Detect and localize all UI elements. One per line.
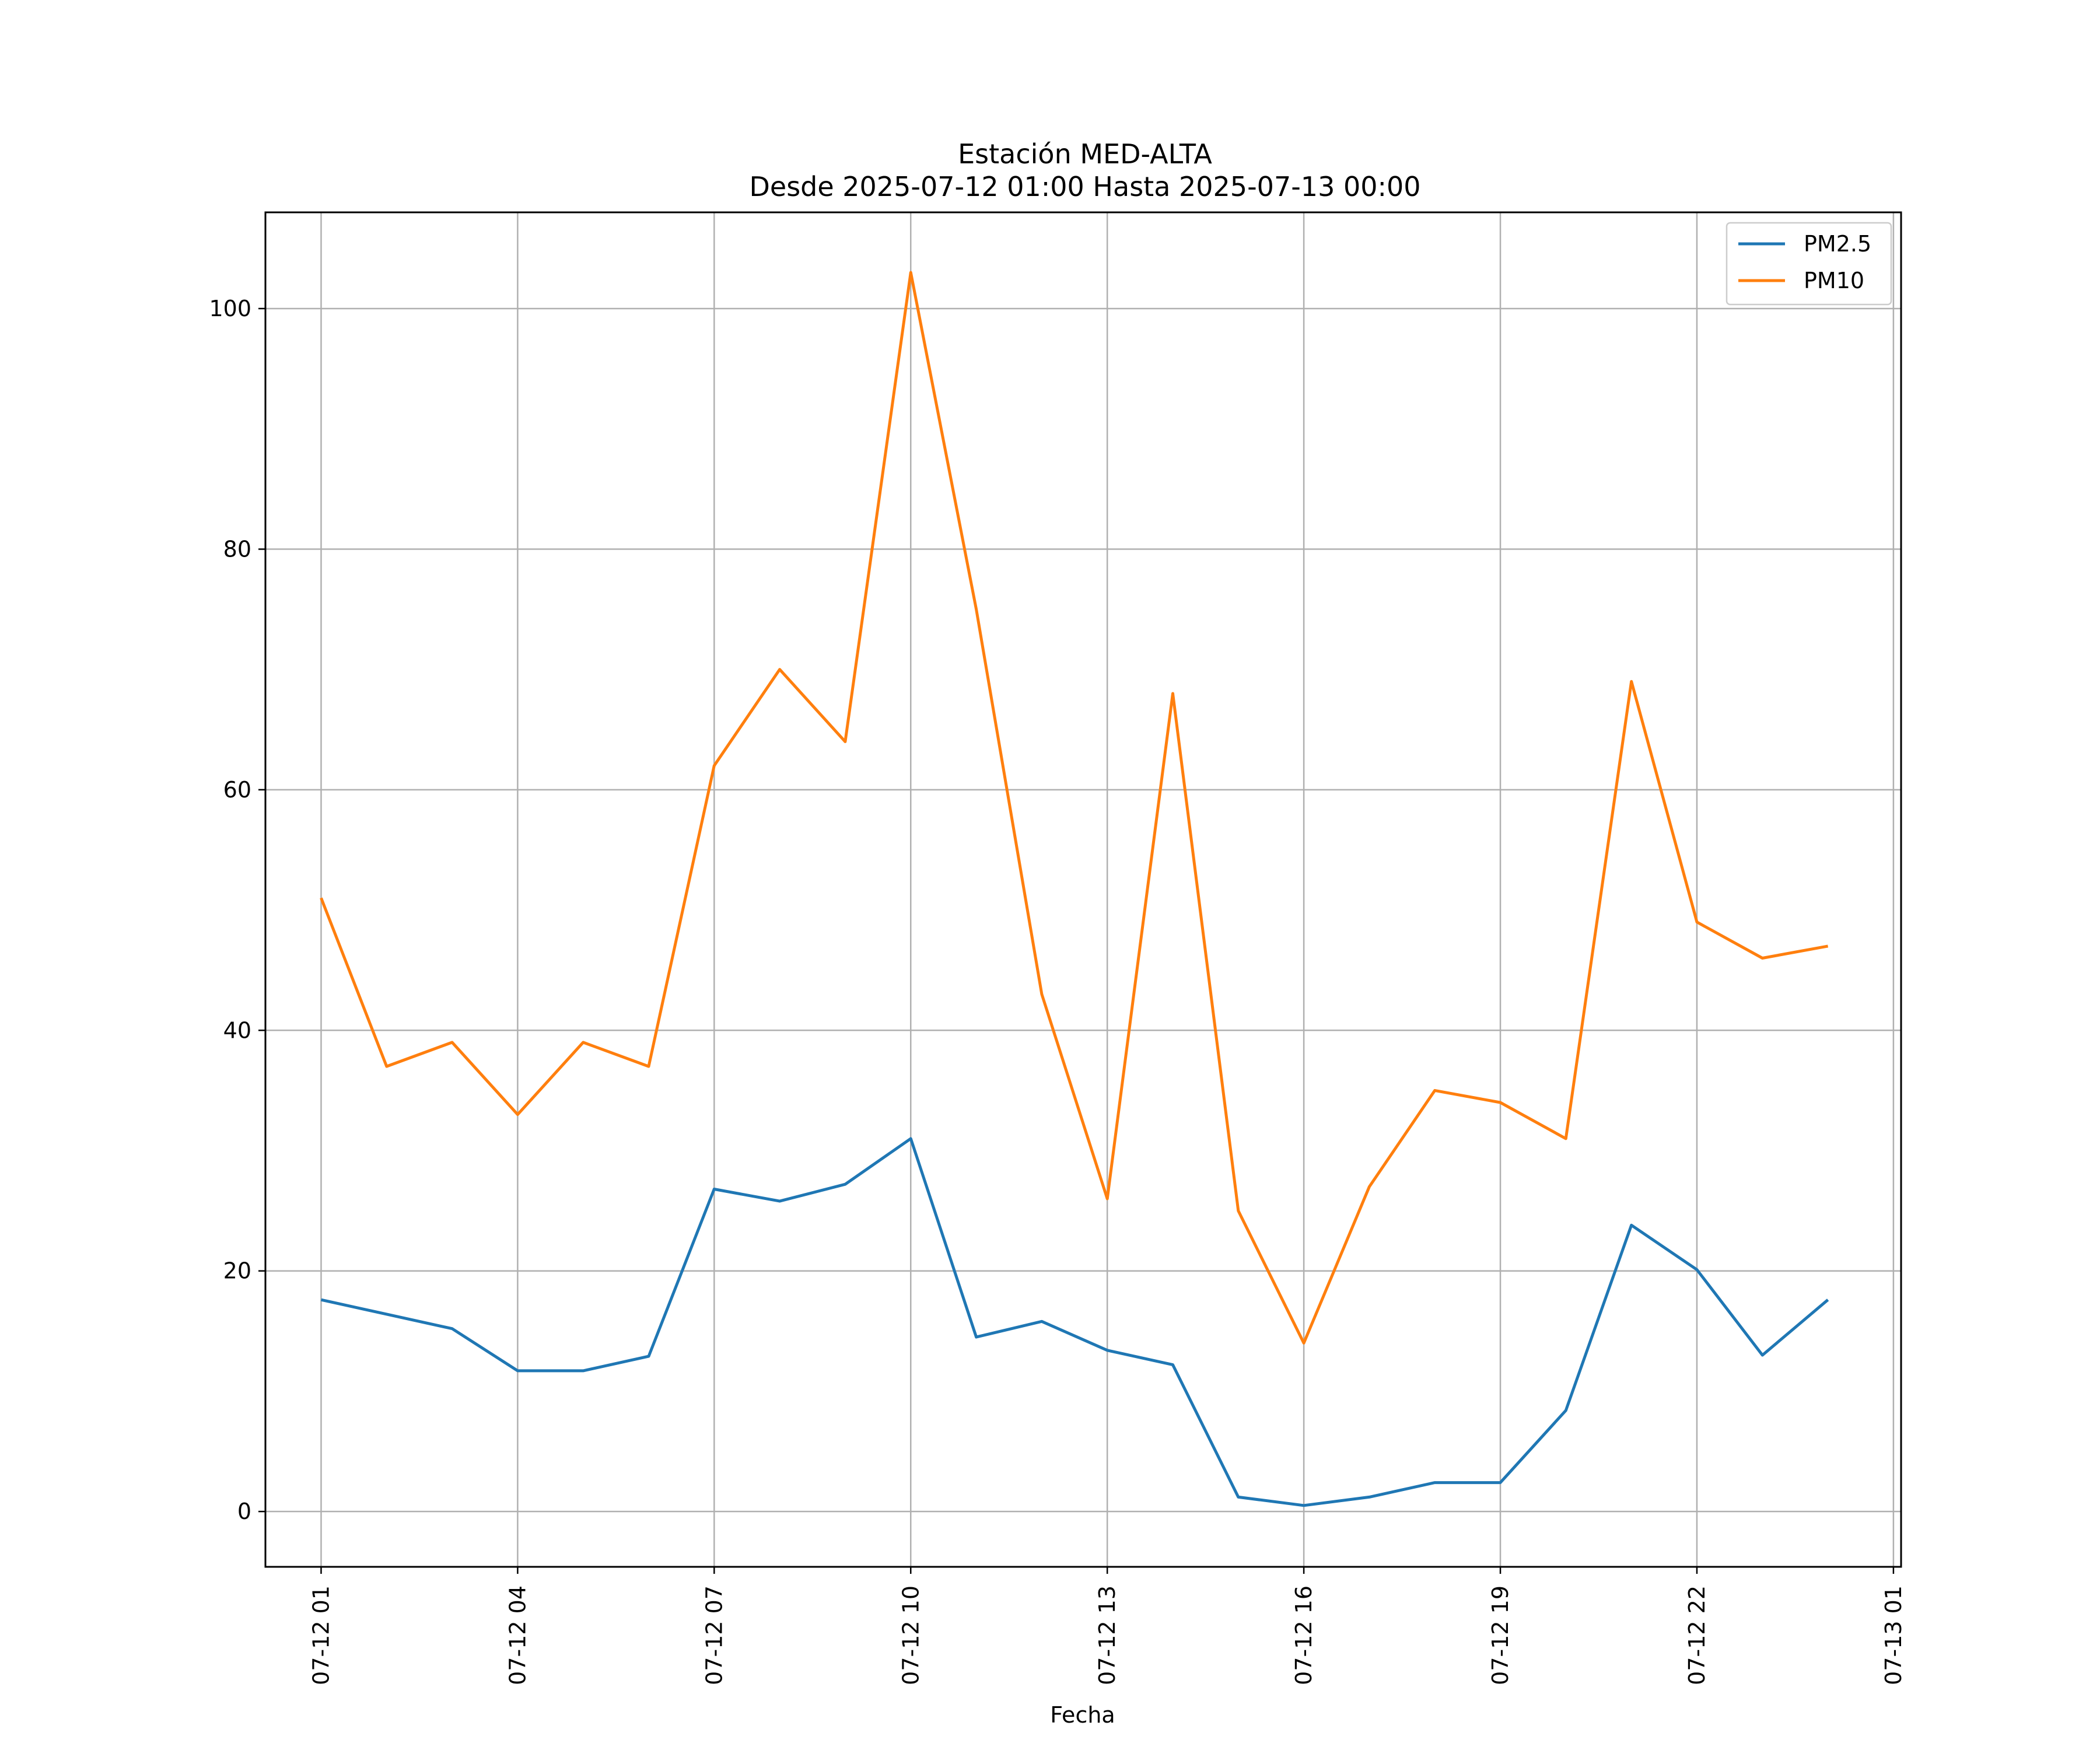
y-tick-label: 80 bbox=[223, 536, 251, 562]
x-axis-label: Fecha bbox=[1050, 1702, 1115, 1728]
legend: PM2.5 PM10 bbox=[1726, 222, 1892, 306]
x-tick-label: 07-12 01 bbox=[308, 1586, 334, 1685]
x-axis-ticks: 07-12 01 07-12 04 07-12 07 07-12 10 07-12 13… bbox=[308, 1567, 1906, 1685]
x-tick-label: 07-12 13 bbox=[1094, 1586, 1120, 1685]
series-line-pm10 bbox=[320, 271, 1829, 1345]
y-axis-ticks: 0 20 40 60 80 100 bbox=[209, 296, 265, 1524]
legend-label-pm25: PM2.5 bbox=[1804, 231, 1871, 257]
y-tick-label: 40 bbox=[223, 1017, 251, 1043]
y-tick-label: 0 bbox=[237, 1499, 251, 1524]
chart-subtitle: Desde 2025-07-12 01:00 Hasta 2025-07-13 … bbox=[749, 171, 1420, 202]
plot-frame bbox=[264, 211, 1902, 1568]
chart-title: Estación MED-ALTA bbox=[958, 138, 1212, 170]
x-tick-label: 07-12 19 bbox=[1488, 1586, 1513, 1685]
grid bbox=[265, 212, 1901, 1567]
legend-label-pm10: PM10 bbox=[1804, 268, 1864, 293]
y-tick-label: 100 bbox=[209, 296, 251, 321]
series-line-pm25 bbox=[320, 1137, 1829, 1507]
x-tick-label: 07-12 22 bbox=[1684, 1586, 1710, 1685]
x-tick-label: 07-13 01 bbox=[1881, 1586, 1906, 1685]
y-tick-label: 60 bbox=[223, 777, 251, 803]
series-lines bbox=[320, 271, 1829, 1507]
x-tick-label: 07-12 04 bbox=[505, 1586, 530, 1685]
y-tick-label: 20 bbox=[223, 1258, 251, 1284]
x-tick-label: 07-12 16 bbox=[1291, 1586, 1317, 1685]
x-tick-label: 07-12 10 bbox=[898, 1586, 923, 1685]
x-tick-label: 07-12 07 bbox=[701, 1586, 727, 1685]
